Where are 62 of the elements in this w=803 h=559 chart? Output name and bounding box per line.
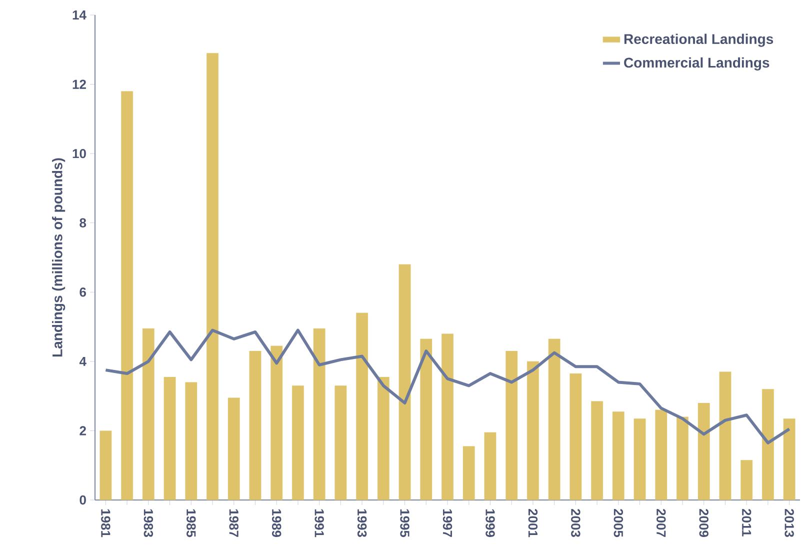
y-tick-label: 0 xyxy=(80,495,86,505)
bar xyxy=(206,53,218,500)
bar xyxy=(228,398,240,500)
bar xyxy=(121,91,133,500)
x-tick-label: 2011 xyxy=(742,508,752,536)
bar xyxy=(377,376,390,500)
y-tick-label: 2 xyxy=(80,426,86,436)
y-tick-label: 14 xyxy=(72,10,86,20)
bar xyxy=(185,382,198,500)
bar xyxy=(719,372,732,500)
x-tick-label: 2007 xyxy=(656,508,666,537)
bar xyxy=(462,446,475,500)
bar xyxy=(270,346,283,500)
bar xyxy=(142,328,154,500)
x-tick-label: 2001 xyxy=(528,508,538,538)
bar xyxy=(484,432,496,500)
y-tick-label: 4 xyxy=(79,356,86,366)
x-tick-label: 1985 xyxy=(186,509,196,538)
bar xyxy=(570,373,582,500)
x-tick-label: 1993 xyxy=(357,509,367,537)
bar xyxy=(612,412,624,500)
y-tick-label: 8 xyxy=(80,218,86,228)
bar xyxy=(698,402,710,500)
x-tick-label: 2009 xyxy=(699,508,708,537)
bar xyxy=(548,338,560,500)
bar xyxy=(442,334,454,500)
bar xyxy=(313,328,326,500)
x-tick-label: 1989 xyxy=(272,509,282,537)
x-tick-label: 1995 xyxy=(400,509,410,538)
bar xyxy=(634,418,646,500)
bar xyxy=(100,430,112,500)
x-tick-label: 1997 xyxy=(442,509,452,537)
x-tick-label: 2005 xyxy=(614,508,624,538)
bar xyxy=(762,389,774,500)
x-tick-label: 2003 xyxy=(571,508,580,537)
bar xyxy=(591,401,603,500)
y-tick-label: 12 xyxy=(72,80,86,89)
bar xyxy=(783,418,796,500)
bar xyxy=(356,312,368,500)
bar xyxy=(249,350,262,500)
bar xyxy=(398,264,411,500)
x-tick-label: 1991 xyxy=(314,509,324,538)
bar xyxy=(676,416,688,500)
x-tick-label: 1981 xyxy=(101,509,110,538)
x-tick-label: 1999 xyxy=(486,509,495,537)
bar xyxy=(655,410,668,500)
bar xyxy=(334,386,347,500)
legend-label: Recreational Landings xyxy=(624,34,774,47)
bar xyxy=(420,338,432,500)
y-axis-title: Landings (millions of pounds) xyxy=(52,158,66,356)
x-tick-label: 1983 xyxy=(144,509,154,537)
bar xyxy=(527,361,539,500)
bar xyxy=(164,376,176,500)
x-tick-label: 2013 xyxy=(784,508,794,537)
bar xyxy=(292,386,304,500)
y-tick-label: 10 xyxy=(72,148,86,158)
bar xyxy=(740,460,753,500)
x-tick-label: 1987 xyxy=(229,509,238,537)
bar xyxy=(506,350,518,500)
y-tick-label: 6 xyxy=(80,288,86,297)
legend-label: Commercial Landings xyxy=(624,57,770,70)
line-series xyxy=(104,328,791,444)
